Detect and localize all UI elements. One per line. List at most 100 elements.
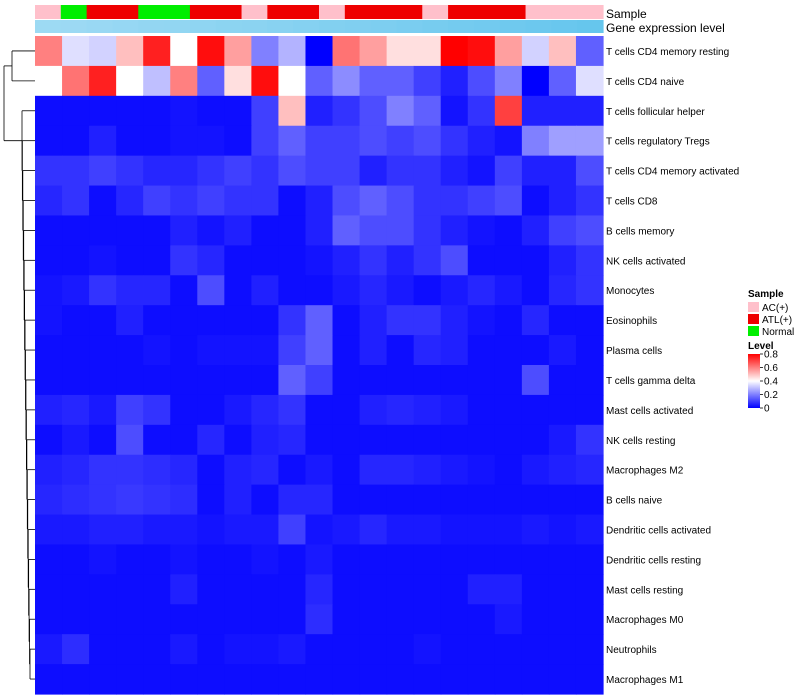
heatmap-cell [440,95,469,127]
heatmap-cell [332,394,361,426]
heatmap-cell [251,454,280,486]
heatmap-cell [197,36,225,67]
heatmap-cell [116,664,144,695]
heatmap-cell [359,544,388,575]
heatmap-cell [359,454,388,486]
heatmap-cell [386,514,415,546]
heatmap-cell [170,335,198,366]
heatmap-cell [467,245,496,276]
sample-cell [60,5,88,19]
heatmap-cell [332,544,361,575]
heatmap-cell [278,155,307,187]
row-label: Dendritic cells resting [606,555,701,566]
heatmap-cell [359,664,388,695]
heatmap-cell [251,544,280,575]
heatmap-cell [467,424,496,456]
heatmap-cell [440,335,469,366]
heatmap-cell [521,664,550,695]
row-label: T cells CD4 memory resting [606,47,729,58]
heatmap-cell [386,574,415,605]
heatmap-cell [548,95,577,127]
heatmap-cell [224,394,252,426]
row-label: Neutrophils [606,645,657,656]
heatmap-cell [170,36,198,67]
heatmap-cell [575,155,604,187]
legend-tick-label: 0.6 [764,363,778,374]
heatmap-cell [413,394,442,426]
heatmap-cell [89,664,117,695]
row-label: B cells memory [606,226,674,237]
heatmap-cell [332,574,361,605]
sample-annotation-track [35,5,604,19]
heatmap-cell [305,664,334,695]
heatmap-cell [548,424,577,456]
heatmap-cell [89,125,117,157]
heatmap-cell [332,95,361,127]
heatmap-cell [62,484,90,516]
heatmap-cell [143,275,171,306]
heatmap-cell [197,394,225,426]
sample-cell [215,5,243,19]
sample-cell [577,5,604,19]
heatmap-cell [575,305,604,336]
heatmap-cell [170,305,198,336]
heatmap-cell [143,65,171,97]
heatmap-cell [413,424,442,456]
heatmap-cell [548,454,577,486]
heatmap-cell [359,365,388,396]
heatmap-cell [224,634,252,665]
heatmap-cell [359,245,388,276]
heatmap-cell [224,155,252,187]
heatmap-cell [278,335,307,366]
heatmap-cell [62,514,90,546]
heatmap-cell [494,185,523,217]
heatmap-cell [359,125,388,157]
heatmap-cell [440,125,469,157]
heatmap-cell [62,664,90,695]
heatmap-cell [143,604,171,635]
heatmap-cell [62,215,90,246]
heatmap-cell [170,185,198,217]
heatmap-cell [116,365,144,396]
heatmap-cell [440,664,469,695]
heatmap-cell [440,484,469,516]
heatmap-cell [170,484,198,516]
heatmap-cell [116,484,144,516]
heatmap-cell [548,185,577,217]
heatmap-cell [89,574,117,605]
heatmap-cell [278,125,307,157]
heatmap-cell [305,215,334,246]
heatmap-cell [386,185,415,217]
heatmap-cell [251,185,280,217]
heatmap-cell [440,514,469,546]
heatmap-cell [494,365,523,396]
gene-level-cell [138,20,165,33]
heatmap-cell [197,275,225,306]
heatmap-cell [332,634,361,665]
heatmap-cell [116,634,144,665]
heatmap-cell [116,65,144,97]
heatmap-cell [575,335,604,366]
heatmap-cell [305,245,334,276]
heatmap-cell [332,245,361,276]
heatmap-cell [332,365,361,396]
heatmap-cell [143,424,171,456]
sample-cell [164,5,191,19]
row-label: Macrophages M0 [606,615,684,626]
heatmap-cell [170,634,198,665]
heatmap-cell [305,335,334,366]
heatmap-cell [521,604,550,635]
row-dendrogram [3,50,35,680]
heatmap-cell [251,125,280,157]
heatmap-cell [170,574,198,605]
legend-swatch [748,314,759,324]
heatmap-cell [251,604,280,635]
heatmap-cell [305,484,334,516]
heatmap-cell [386,335,415,366]
heatmap-cell [575,65,604,97]
heatmap-cell [143,335,171,366]
sample-cell [189,5,217,19]
heatmap-cell [251,335,280,366]
heatmap-cell [548,275,577,306]
heatmap-cell [89,275,117,306]
